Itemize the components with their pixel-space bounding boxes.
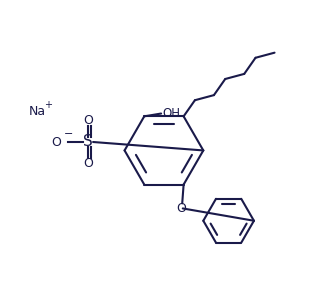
Text: O: O — [83, 156, 93, 170]
Text: O: O — [51, 135, 61, 149]
Text: OH: OH — [163, 107, 180, 120]
Text: O: O — [176, 202, 186, 215]
Text: +: + — [44, 100, 53, 110]
Text: −: − — [64, 129, 73, 139]
Text: Na: Na — [29, 105, 46, 118]
Text: S: S — [83, 135, 93, 149]
Text: O: O — [83, 114, 93, 128]
